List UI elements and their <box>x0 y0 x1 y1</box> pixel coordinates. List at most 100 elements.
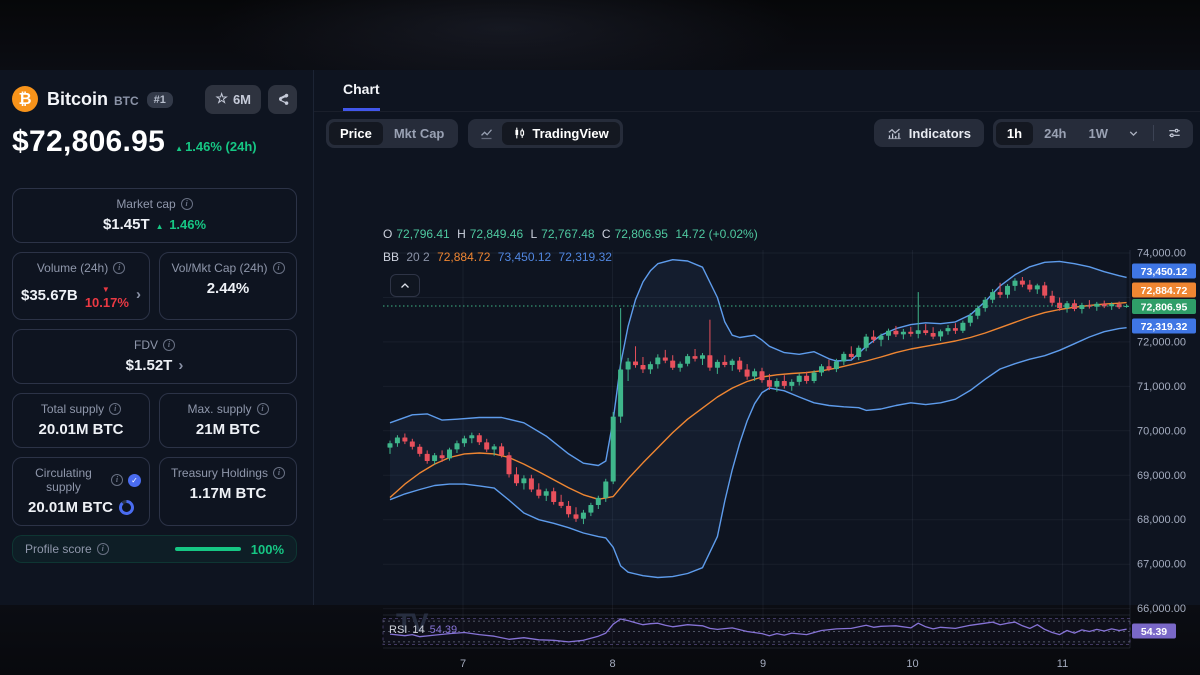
bb-upper-value: 73,450.12 <box>497 250 552 264</box>
info-icon[interactable]: i <box>163 339 175 351</box>
chart-settings-button[interactable] <box>1159 122 1190 144</box>
chevron-up-icon <box>401 282 409 288</box>
treasury-holdings-card: Treasury Holdings i 1.17M BTC <box>159 457 297 526</box>
bb-basis-value: 72,884.72 <box>437 250 491 264</box>
chart-grid <box>383 250 1130 648</box>
fdv-label: FDV <box>134 338 158 352</box>
info-icon[interactable]: i <box>109 403 122 415</box>
svg-text:72,884.72: 72,884.72 <box>1141 285 1188 297</box>
svg-text:11: 11 <box>1057 658 1068 670</box>
chevron-down-icon <box>1129 130 1138 136</box>
bb-params: 20 2 <box>406 250 430 264</box>
info-icon[interactable]: i <box>256 403 269 415</box>
ohlc-legend: O 72,796.41 H 72,849.46 L 72,767.48 C 72,806… <box>383 227 758 241</box>
open-value: 72,796.41 <box>396 227 450 241</box>
svg-text:67,000.00: 67,000.00 <box>1137 559 1186 571</box>
bollinger-legend[interactable]: BB 20 2 72,884.72 73,450.12 72,319.32 <box>383 250 612 264</box>
max-supply-card: Max. supply i 21M BTC <box>159 393 297 448</box>
chart-toolbar: Price Mkt Cap TradingView Indicators 1h … <box>314 117 1200 149</box>
circulating-supply-label: Circulating supply <box>35 466 92 494</box>
tradingview-option[interactable]: TradingView <box>502 121 620 145</box>
total-supply-label: Total supply <box>40 402 105 416</box>
price-row: $72,806.95 ▲ 1.46% (24h) <box>12 125 297 159</box>
line-chart-icon <box>481 128 493 139</box>
svg-text:10: 10 <box>906 658 918 670</box>
treasury-holdings-value: 1.17M BTC <box>189 485 267 502</box>
rank-badge: #1 <box>146 91 173 108</box>
sidebar-divider <box>313 70 314 605</box>
info-icon[interactable]: i <box>96 543 109 555</box>
svg-text:9: 9 <box>760 658 766 670</box>
svg-text:71,000.00: 71,000.00 <box>1137 381 1186 393</box>
volume-label: Volume (24h) <box>36 261 109 275</box>
coin-sidebar: ₿ Bitcoin BTC #1 ☆ 6M $72,806.95 ▲ 1.46% … <box>0 70 313 605</box>
info-icon[interactable]: i <box>180 198 193 210</box>
rsi-legend[interactable]: RSI 14 54.39 <box>389 624 458 636</box>
info-icon[interactable]: i <box>111 474 123 486</box>
profile-score-label: Profile score <box>25 542 92 556</box>
max-supply-label: Max. supply <box>187 402 252 416</box>
svg-text:66,000.00: 66,000.00 <box>1137 603 1186 615</box>
timeframe-1w[interactable]: 1W <box>1088 125 1109 141</box>
up-triangle-icon: ▲ <box>155 222 164 231</box>
info-icon[interactable]: i <box>272 467 285 479</box>
toolbar-divider <box>1153 125 1154 141</box>
vol-mktcap-card: Vol/Mkt Cap (24h) i 2.44% <box>159 252 297 320</box>
total-supply-value: 20.01M BTC <box>38 421 124 438</box>
low-value: 72,767.48 <box>541 227 595 241</box>
chart-type-toggle: TradingView <box>468 118 623 148</box>
volume-card: Volume (24h) i $35.67B ▼ 10.17% › <box>12 252 150 320</box>
market-cap-card: Market cap i $1.45T ▲ 1.46% <box>12 188 297 243</box>
price-chart[interactable]: 74,000.00 72,000.00 71,000.00 70,000.00 69,0… <box>320 220 1200 675</box>
line-chart-option[interactable] <box>471 122 502 145</box>
toggle-price[interactable]: Price <box>329 121 383 145</box>
down-triangle-icon: ▼ <box>101 285 110 294</box>
circulating-supply-value: 20.01M BTC <box>27 499 114 516</box>
market-cap-label: Market cap <box>116 197 176 211</box>
indicators-button[interactable]: Indicators <box>873 119 984 147</box>
bollinger-lower-line <box>389 327 1127 579</box>
tradingview-watermark: TV <box>396 608 428 638</box>
share-button[interactable] <box>268 84 297 114</box>
svg-text:69,000.00: 69,000.00 <box>1137 470 1186 482</box>
vol-mktcap-value: 2.44% <box>206 280 250 297</box>
svg-text:70,000.00: 70,000.00 <box>1137 425 1186 437</box>
rsi-period: 14 <box>412 624 425 636</box>
content-area: ₿ Bitcoin BTC #1 ☆ 6M $72,806.95 ▲ 1.46% … <box>0 70 1200 670</box>
timeframe-more-dropdown[interactable] <box>1119 123 1148 144</box>
volume-change: ▼ 10.17% <box>84 285 129 310</box>
svg-text:68,000.00: 68,000.00 <box>1137 514 1186 526</box>
svg-text:72,000.00: 72,000.00 <box>1137 336 1186 348</box>
profile-score-bar <box>174 547 241 551</box>
rsi-line <box>389 618 1127 643</box>
sliders-icon <box>1169 128 1180 138</box>
top-header-band <box>0 0 1200 70</box>
star-icon: ☆ <box>215 90 228 106</box>
timeframe-1h[interactable]: 1h <box>995 121 1034 145</box>
max-supply-value: 21M BTC <box>195 421 261 438</box>
up-triangle-icon: ▲ <box>175 144 184 153</box>
coin-price: $72,806.95 <box>12 125 166 158</box>
candles <box>387 277 1130 525</box>
bb-lower-value: 72,319.32 <box>558 250 612 264</box>
timeframe-24h[interactable]: 24h <box>1044 125 1067 141</box>
toggle-mktcap[interactable]: Mkt Cap <box>393 125 445 141</box>
collapse-legend-button[interactable] <box>390 274 420 297</box>
volume-value: $35.67B <box>21 286 78 304</box>
info-icon[interactable]: i <box>272 262 285 274</box>
tab-chart[interactable]: Chart <box>343 81 380 111</box>
svg-text:7: 7 <box>460 658 466 670</box>
svg-text:74,000.00: 74,000.00 <box>1137 248 1186 260</box>
y-axis-labels: 74,000.00 72,000.00 71,000.00 70,000.00 69,0… <box>1137 248 1186 616</box>
chevron-right-icon[interactable]: › <box>136 286 141 303</box>
market-cap-change: ▲ 1.46% <box>155 217 207 232</box>
info-icon[interactable]: i <box>113 262 126 274</box>
share-icon <box>278 93 288 105</box>
watchlist-button[interactable]: ☆ 6M <box>205 84 261 114</box>
treasury-holdings-label: Treasury Holdings <box>171 466 268 480</box>
price-mktcap-toggle: Price Mkt Cap <box>326 118 459 148</box>
fdv-card: FDV i $1.52T › <box>12 329 297 384</box>
chevron-right-icon[interactable]: › <box>178 356 184 374</box>
coin-header: ₿ Bitcoin BTC #1 ☆ 6M <box>12 84 297 114</box>
